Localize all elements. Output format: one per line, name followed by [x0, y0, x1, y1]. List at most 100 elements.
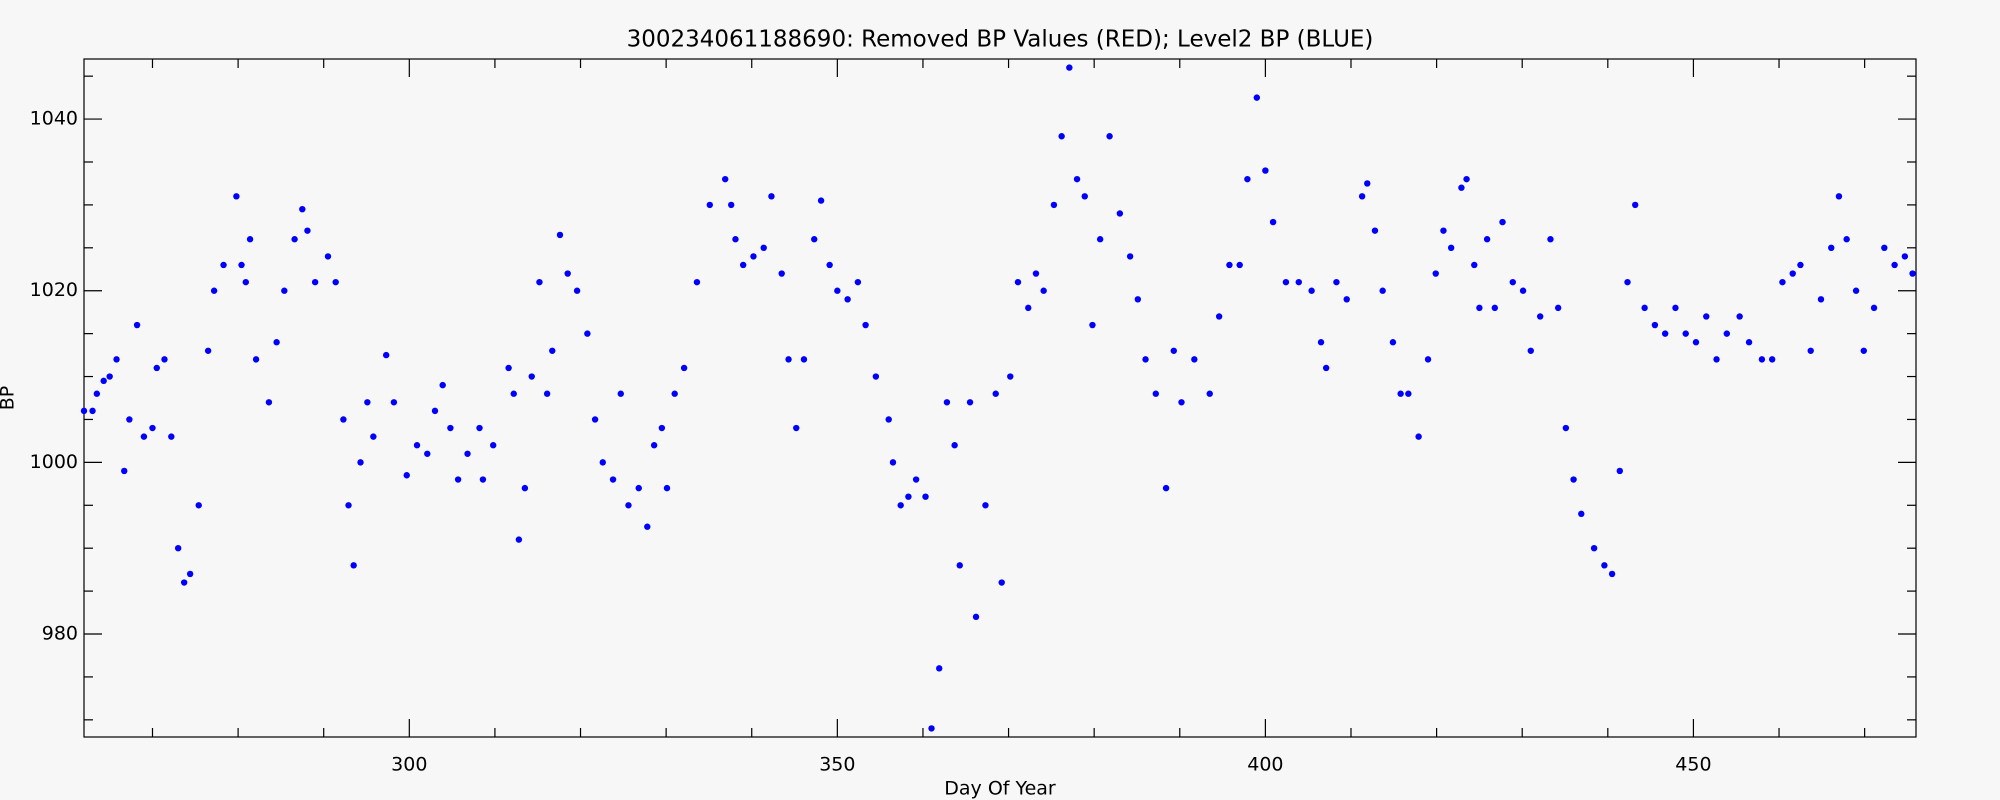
data-point: [998, 579, 1005, 586]
data-point: [340, 416, 347, 423]
data-point: [1651, 321, 1659, 329]
data-point: [943, 399, 951, 406]
data-point: [785, 356, 792, 363]
data-point: [345, 502, 352, 509]
data-point: [650, 442, 658, 449]
data-point: [834, 287, 841, 294]
data-point: [1025, 304, 1032, 312]
data-point: [265, 399, 273, 406]
data-point: [1081, 193, 1088, 200]
data-point: [153, 364, 160, 372]
data-point: [1178, 399, 1185, 406]
data-point: [1269, 218, 1277, 226]
data-point: [1343, 296, 1350, 303]
data-point: [912, 476, 920, 483]
data-point: [750, 253, 757, 260]
data-point: [220, 261, 227, 269]
data-point: [168, 433, 175, 440]
data-point: [1909, 270, 1916, 277]
data-point: [1616, 467, 1623, 475]
data-point: [1152, 390, 1160, 397]
data-point: [1641, 304, 1648, 312]
data-point: [1262, 167, 1269, 174]
data-point: [800, 356, 808, 363]
data-point: [1519, 287, 1527, 294]
data-point: [727, 201, 735, 209]
data-point: [1703, 313, 1710, 320]
data-point: [1870, 304, 1878, 312]
data-point: [233, 193, 240, 200]
data-point: [174, 544, 182, 552]
data-point: [1499, 218, 1506, 226]
data-point: [332, 278, 339, 286]
data-point: [584, 330, 591, 337]
data-point: [390, 399, 398, 406]
data-point: [1570, 476, 1577, 483]
data-point: [195, 502, 202, 509]
data-point: [625, 502, 632, 509]
data-point: [635, 484, 642, 492]
data-point: [413, 442, 421, 449]
data-point: [564, 270, 571, 277]
data-point: [1632, 201, 1639, 209]
data-point: [1817, 296, 1825, 303]
data-point: [956, 562, 963, 569]
data-point: [885, 416, 892, 423]
data-point: [693, 278, 701, 286]
data-point: [121, 467, 128, 475]
data-point: [1578, 510, 1585, 518]
data-point: [304, 227, 311, 234]
data-point: [521, 484, 529, 492]
data-point: [1333, 278, 1340, 286]
chart-title: 300234061188690: Removed BP Values (RED)…: [627, 27, 1374, 53]
x-tick-label: 350: [819, 754, 855, 776]
data-point: [1624, 278, 1631, 286]
data-point: [889, 459, 897, 466]
data-point: [1463, 175, 1470, 183]
data-point: [1322, 364, 1330, 372]
data-point: [204, 347, 212, 354]
data-point: [1476, 304, 1483, 312]
data-point: [505, 364, 512, 372]
data-point: [778, 270, 785, 277]
data-point: [447, 424, 454, 432]
data-point: [281, 287, 288, 294]
data-point: [1282, 278, 1290, 286]
x-tick-label: 400: [1247, 754, 1283, 776]
data-point: [811, 236, 818, 243]
data-point: [80, 407, 88, 415]
data-point: [1253, 94, 1261, 101]
data-point: [1562, 424, 1570, 432]
data-point: [133, 321, 141, 329]
data-point: [1215, 313, 1223, 320]
data-point: [1536, 313, 1544, 320]
data-point: [556, 231, 564, 239]
data-point: [238, 261, 245, 269]
y-tick-label: 980: [42, 623, 78, 645]
data-point: [1226, 261, 1233, 269]
data-point: [180, 579, 188, 586]
data-point: [1547, 236, 1554, 243]
y-tick-label: 1020: [30, 279, 78, 301]
data-point: [242, 278, 249, 286]
data-point: [1471, 261, 1478, 269]
data-point: [1901, 253, 1909, 260]
data-point: [1116, 210, 1124, 217]
data-point: [246, 236, 254, 243]
data-point: [1073, 175, 1081, 183]
data-point: [1424, 356, 1432, 363]
data-point: [382, 351, 390, 359]
data-point: [1162, 484, 1170, 492]
data-point: [1860, 347, 1867, 354]
data-point: [1096, 236, 1104, 243]
data-point: [291, 236, 298, 243]
data-point: [951, 442, 958, 449]
data-point: [439, 381, 446, 389]
data-point: [1554, 304, 1562, 312]
data-point: [431, 407, 439, 415]
data-point: [1789, 270, 1796, 277]
data-point: [1206, 390, 1213, 397]
data-point: [1142, 356, 1149, 363]
data-point: [515, 536, 523, 543]
